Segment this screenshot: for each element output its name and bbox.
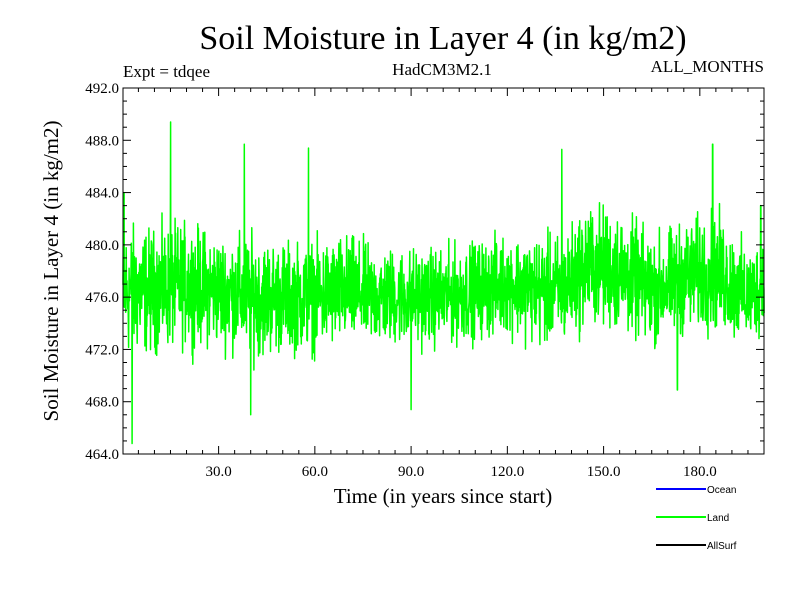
y-tick-label: 464.0 [85,447,119,463]
plot-series [122,121,765,445]
axis-ticks [123,87,764,455]
x-tick-label: 60.0 [302,464,328,480]
x-tick-label: 120.0 [490,464,524,480]
plot-frame [122,87,765,455]
y-tick-label: 476.0 [85,290,119,306]
x-tick-label: 150.0 [587,464,621,480]
experiment-label: Expt = tdqee [123,62,210,81]
legend: Ocean Land AllSurf [656,485,737,552]
x-tick-label: 180.0 [683,464,717,480]
legend-label-allsurf: AllSurf [707,541,737,552]
chart-title: Soil Moisture in Layer 4 (in kg/m2) [199,20,686,57]
legend-label-land: Land [707,513,729,524]
months-label: ALL_MONTHS [651,57,764,76]
model-label: HadCM3M2.1 [392,60,492,79]
x-tick-label: 30.0 [205,464,231,480]
series-line-land [122,121,765,445]
y-tick-label: 492.0 [85,81,119,97]
x-tick-label: 90.0 [398,464,424,480]
legend-label-ocean: Ocean [707,485,736,496]
y-tick-label: 484.0 [85,186,119,202]
x-axis-label: Time (in years since start) [334,484,553,508]
y-tick-label: 472.0 [85,342,119,358]
y-tick-label: 480.0 [85,238,119,254]
y-tick-label: 468.0 [85,395,119,411]
x-tick-labels: 30.0 60.0 90.0 120.0 150.0 180.0 [205,464,716,480]
y-tick-label: 488.0 [85,133,119,149]
y-axis-label: Soil Moisture in Layer 4 (in kg/m2) [39,121,63,422]
y-tick-labels: 464.0 468.0 472.0 476.0 480.0 484.0 488.0 492.0 [85,81,119,463]
